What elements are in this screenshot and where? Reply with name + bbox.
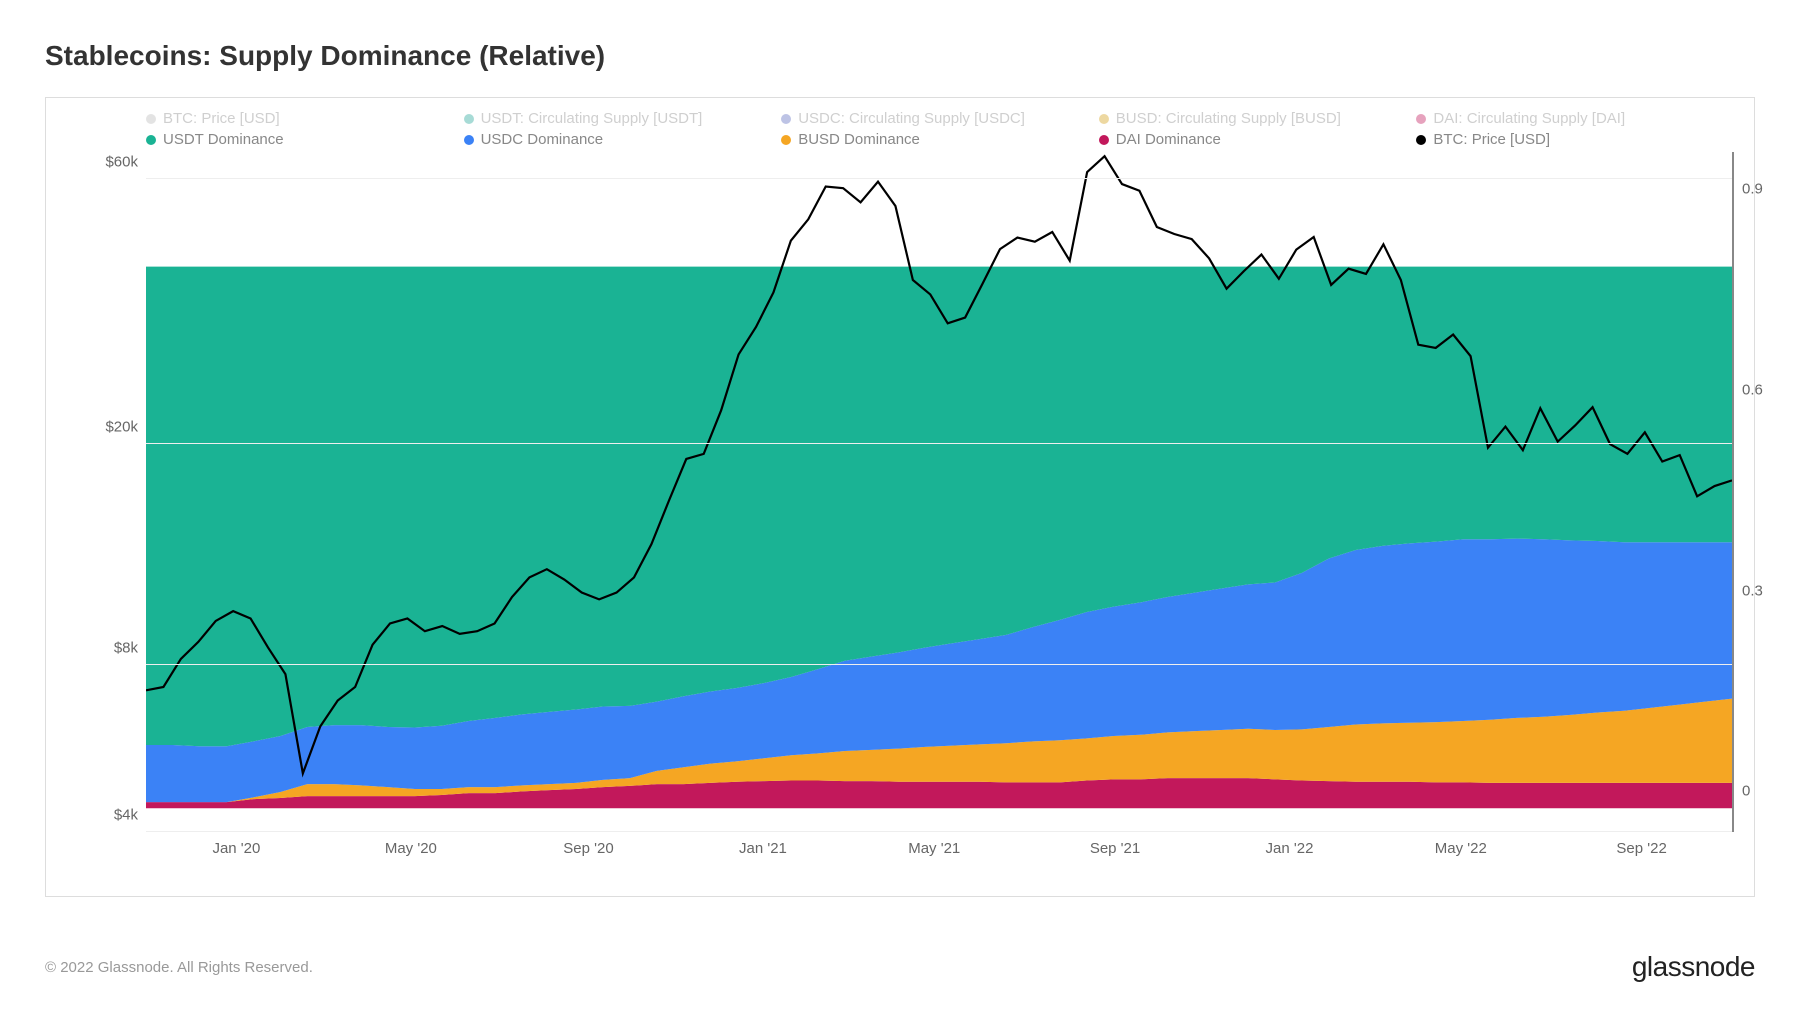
brand-logo: glassnode bbox=[1632, 951, 1755, 983]
legend-label: BTC: Price [USD] bbox=[163, 110, 280, 127]
gridline bbox=[146, 443, 1732, 444]
chart-title: Stablecoins: Supply Dominance (Relative) bbox=[45, 40, 1755, 72]
legend-label: USDT Dominance bbox=[163, 131, 284, 148]
x-tick-label: Sep '22 bbox=[1616, 840, 1666, 857]
x-tick-label: Sep '20 bbox=[563, 840, 613, 857]
y-left-tick-label: $20k bbox=[105, 419, 138, 436]
legend: BTC: Price [USD] USDT: Circulating Supply… bbox=[146, 110, 1734, 148]
x-tick-label: May '21 bbox=[908, 840, 960, 857]
legend-label: BUSD Dominance bbox=[798, 131, 920, 148]
legend-label: DAI: Circulating Supply [DAI] bbox=[1433, 110, 1625, 127]
legend-item[interactable]: USDC Dominance bbox=[464, 131, 782, 148]
legend-item[interactable]: USDT Dominance bbox=[146, 131, 464, 148]
x-tick-label: Jan '22 bbox=[1266, 840, 1314, 857]
legend-item[interactable]: BUSD: Circulating Supply [BUSD] bbox=[1099, 110, 1417, 127]
legend-dot bbox=[1099, 114, 1109, 124]
legend-item[interactable]: BTC: Price [USD] bbox=[146, 110, 464, 127]
legend-label: USDC Dominance bbox=[481, 131, 604, 148]
y-left-tick-label: $60k bbox=[105, 154, 138, 171]
legend-item[interactable]: DAI Dominance bbox=[1099, 131, 1417, 148]
chart-frame: BTC: Price [USD] USDT: Circulating Supply… bbox=[45, 97, 1755, 897]
y-left-tick-label: $8k bbox=[114, 640, 138, 657]
legend-dot bbox=[1416, 135, 1426, 145]
chart-svg bbox=[146, 152, 1732, 832]
legend-dot bbox=[1099, 135, 1109, 145]
y-right-tick-label: 0.6 bbox=[1742, 382, 1763, 399]
x-tick-label: Jan '21 bbox=[739, 840, 787, 857]
legend-dot bbox=[464, 135, 474, 145]
legend-item[interactable]: USDC: Circulating Supply [USDC] bbox=[781, 110, 1099, 127]
legend-label: DAI Dominance bbox=[1116, 131, 1221, 148]
x-tick-label: Jan '20 bbox=[212, 840, 260, 857]
plot-area: glassnode $4k$8k$20k$60k00.30.60.9Jan '2… bbox=[146, 152, 1734, 832]
gridline bbox=[146, 664, 1732, 665]
y-right-tick-label: 0.3 bbox=[1742, 582, 1763, 599]
legend-item[interactable]: BUSD Dominance bbox=[781, 131, 1099, 148]
y-right-tick-label: 0.9 bbox=[1742, 181, 1763, 198]
legend-item[interactable]: DAI: Circulating Supply [DAI] bbox=[1416, 110, 1734, 127]
gridline bbox=[146, 178, 1732, 179]
gridline bbox=[146, 831, 1732, 832]
footer: © 2022 Glassnode. All Rights Reserved. g… bbox=[45, 951, 1755, 983]
legend-label: USDT: Circulating Supply [USDT] bbox=[481, 110, 703, 127]
legend-item[interactable]: USDT: Circulating Supply [USDT] bbox=[464, 110, 782, 127]
y-left-tick-label: $4k bbox=[114, 807, 138, 824]
x-tick-label: May '20 bbox=[385, 840, 437, 857]
x-tick-label: May '22 bbox=[1435, 840, 1487, 857]
y-right-tick-label: 0 bbox=[1742, 783, 1750, 800]
legend-label: BUSD: Circulating Supply [BUSD] bbox=[1116, 110, 1341, 127]
legend-dot bbox=[464, 114, 474, 124]
legend-dot bbox=[146, 114, 156, 124]
legend-dot bbox=[781, 114, 791, 124]
legend-dot bbox=[146, 135, 156, 145]
legend-label: BTC: Price [USD] bbox=[1433, 131, 1550, 148]
copyright: © 2022 Glassnode. All Rights Reserved. bbox=[45, 959, 313, 976]
x-tick-label: Sep '21 bbox=[1090, 840, 1140, 857]
legend-dot bbox=[781, 135, 791, 145]
legend-item[interactable]: BTC: Price [USD] bbox=[1416, 131, 1734, 148]
legend-dot bbox=[1416, 114, 1426, 124]
legend-label: USDC: Circulating Supply [USDC] bbox=[798, 110, 1025, 127]
